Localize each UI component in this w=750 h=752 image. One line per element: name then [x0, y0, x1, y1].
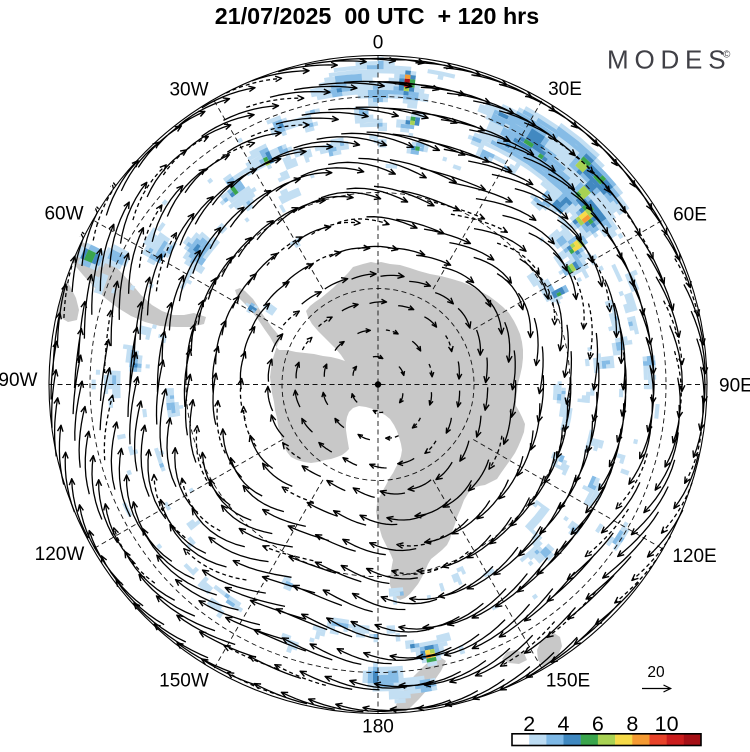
svg-text:6: 6 [592, 712, 604, 736]
svg-text:120E: 120E [672, 546, 716, 567]
svg-text:10: 10 [655, 712, 679, 736]
svg-text:20: 20 [647, 664, 665, 681]
svg-text:30W: 30W [169, 80, 208, 101]
svg-text:60W: 60W [44, 204, 83, 225]
svg-text:90W: 90W [0, 370, 38, 391]
svg-text:8: 8 [626, 712, 638, 736]
svg-text:2: 2 [523, 712, 535, 736]
svg-text:150E: 150E [546, 671, 590, 692]
svg-text:©: © [723, 50, 731, 61]
svg-text:60E: 60E [673, 205, 707, 226]
svg-text:120W: 120W [35, 544, 85, 565]
svg-text:0: 0 [373, 33, 384, 54]
svg-text:150W: 150W [159, 671, 209, 692]
svg-text:90E: 90E [719, 376, 750, 397]
svg-text:180: 180 [362, 717, 394, 738]
svg-text:21/07/2025 00 UTC + 120 hrs: 21/07/2025 00 UTC + 120 hrs [215, 3, 539, 29]
svg-text:4: 4 [558, 712, 570, 736]
svg-text:MODES: MODES [607, 45, 731, 75]
svg-text:30E: 30E [548, 79, 582, 100]
